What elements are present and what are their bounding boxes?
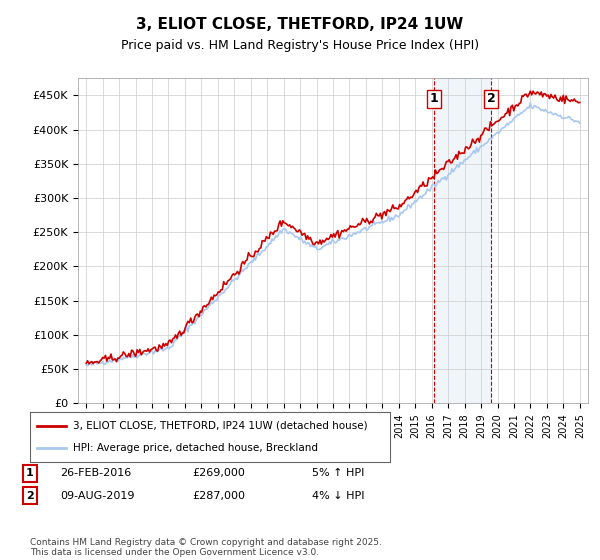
- Text: 4% ↓ HPI: 4% ↓ HPI: [312, 491, 365, 501]
- Text: 26-FEB-2016: 26-FEB-2016: [60, 468, 131, 478]
- Text: Contains HM Land Registry data © Crown copyright and database right 2025.
This d: Contains HM Land Registry data © Crown c…: [30, 538, 382, 557]
- Text: 1: 1: [26, 468, 34, 478]
- Bar: [434, 78, 491, 403]
- Text: 3, ELIOT CLOSE, THETFORD, IP24 1UW (detached house): 3, ELIOT CLOSE, THETFORD, IP24 1UW (deta…: [73, 421, 368, 431]
- Text: 5% ↑ HPI: 5% ↑ HPI: [312, 468, 364, 478]
- Text: Price paid vs. HM Land Registry's House Price Index (HPI): Price paid vs. HM Land Registry's House …: [121, 39, 479, 52]
- Text: HPI: Average price, detached house, Breckland: HPI: Average price, detached house, Brec…: [73, 443, 318, 453]
- Text: 3, ELIOT CLOSE, THETFORD, IP24 1UW: 3, ELIOT CLOSE, THETFORD, IP24 1UW: [136, 17, 464, 32]
- Text: £287,000: £287,000: [192, 491, 245, 501]
- Text: £269,000: £269,000: [192, 468, 245, 478]
- Text: 2: 2: [487, 92, 496, 105]
- Text: 2: 2: [26, 491, 34, 501]
- Text: 1: 1: [430, 92, 439, 105]
- Text: 09-AUG-2019: 09-AUG-2019: [60, 491, 134, 501]
